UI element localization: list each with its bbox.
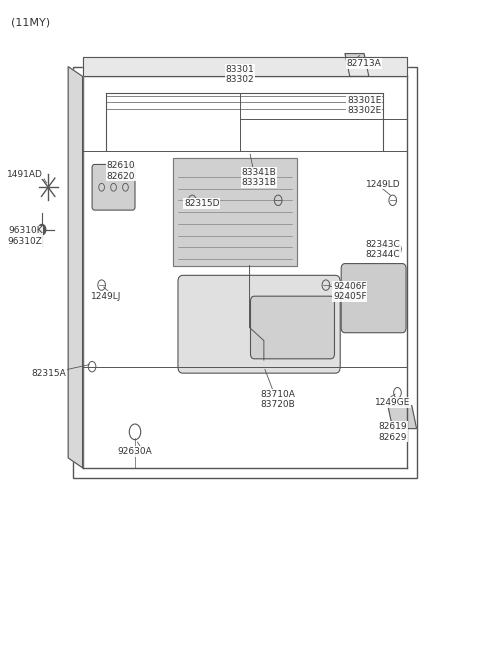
Text: 1249LD: 1249LD [366, 179, 400, 189]
Text: 83301
83302: 83301 83302 [226, 65, 254, 84]
Text: 82610
82620: 82610 82620 [107, 161, 135, 181]
Polygon shape [345, 54, 369, 77]
Text: 83341B
83331B: 83341B 83331B [241, 168, 276, 187]
Polygon shape [173, 158, 297, 265]
Text: 1249LJ: 1249LJ [91, 291, 121, 301]
FancyBboxPatch shape [173, 158, 297, 265]
Polygon shape [388, 405, 417, 428]
Text: 1491AD: 1491AD [7, 170, 43, 179]
Text: 82315D: 82315D [184, 199, 219, 208]
Circle shape [38, 225, 46, 235]
Polygon shape [345, 269, 402, 328]
Text: 96310K
96310Z: 96310K 96310Z [8, 227, 43, 246]
Text: 92406F
92405F: 92406F 92405F [333, 282, 367, 301]
Text: 83710A
83720B: 83710A 83720B [261, 390, 296, 409]
FancyBboxPatch shape [73, 67, 417, 477]
Text: 82343C
82344C: 82343C 82344C [366, 240, 400, 259]
Text: 82713A: 82713A [347, 59, 382, 68]
Text: (11MY): (11MY) [11, 18, 50, 28]
Text: 82619
82629: 82619 82629 [378, 422, 407, 441]
FancyBboxPatch shape [92, 164, 135, 210]
FancyBboxPatch shape [178, 275, 340, 373]
Text: 1249GE: 1249GE [375, 398, 410, 407]
Polygon shape [83, 57, 407, 77]
FancyBboxPatch shape [251, 296, 335, 359]
FancyBboxPatch shape [341, 263, 406, 333]
Text: 92630A: 92630A [118, 447, 152, 456]
Text: 83301E
83302E: 83301E 83302E [347, 96, 381, 115]
Polygon shape [68, 67, 83, 468]
Text: 82315A: 82315A [32, 369, 67, 378]
